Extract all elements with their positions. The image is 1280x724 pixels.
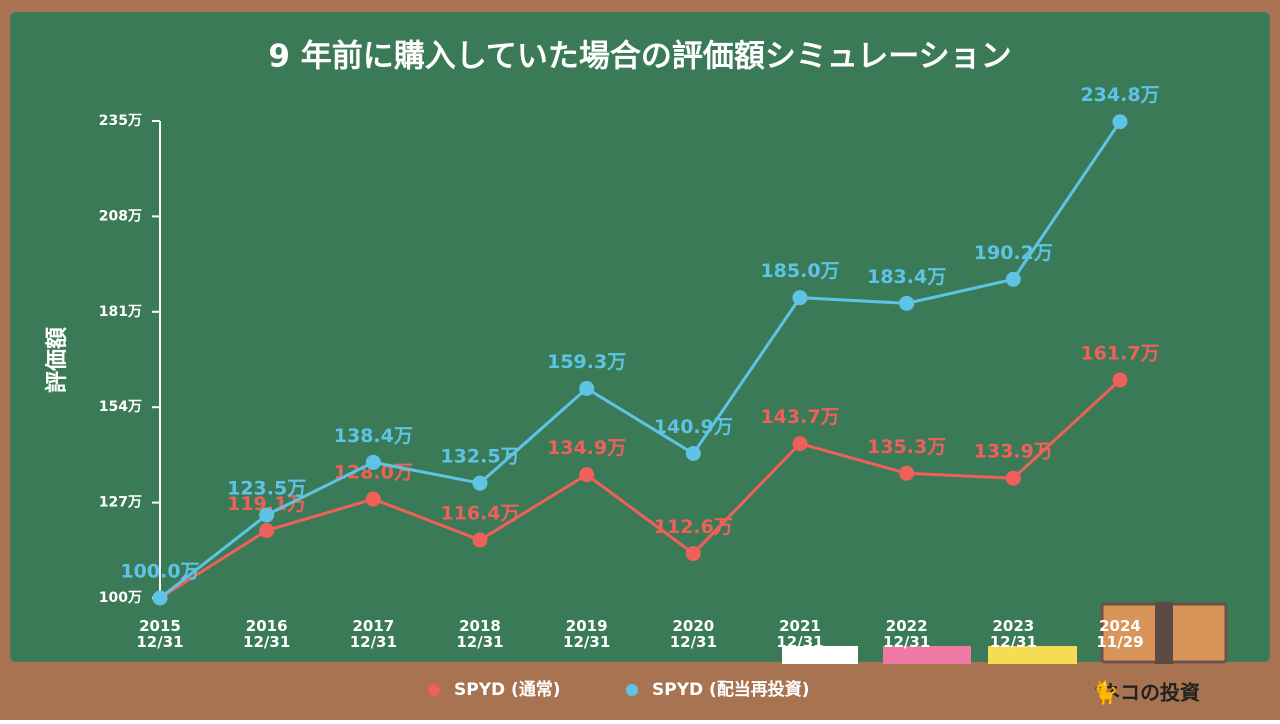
data-point	[152, 590, 168, 606]
data-point	[579, 380, 595, 396]
chart-title: 9 年前に購入していた場合の評価額シミュレーション	[268, 39, 1011, 75]
data-point	[685, 545, 701, 561]
data-point	[259, 507, 275, 523]
series-line	[159, 120, 1122, 600]
y-tick-label: 235万	[99, 113, 142, 129]
series-line	[159, 378, 1122, 600]
y-tick-label: 154万	[99, 399, 142, 415]
data-point	[472, 475, 488, 491]
data-point	[1112, 114, 1128, 130]
y-tick-label: 100万	[99, 590, 142, 606]
data-label: 119.1万	[227, 493, 306, 515]
data-label: 123.5万	[227, 477, 306, 499]
data-label: 143.7万	[760, 406, 839, 428]
x-tick-label: 2017 12/31	[350, 617, 397, 651]
data-point	[1112, 372, 1128, 388]
data-point	[685, 445, 701, 461]
data-point	[899, 295, 915, 311]
data-label: 161.7万	[1080, 342, 1159, 364]
x-tick-label: 2024 11/29	[1096, 617, 1143, 651]
data-point	[259, 523, 275, 539]
data-label: 133.9万	[974, 441, 1053, 463]
legend-marker	[428, 684, 440, 696]
data-label: 134.9万	[547, 437, 626, 459]
x-tick-label: 2016 12/31	[243, 617, 290, 651]
data-label: 112.6万	[654, 516, 733, 538]
y-tick-label: 181万	[99, 304, 142, 320]
data-label: 183.4万	[867, 266, 946, 288]
data-label: 138.4万	[334, 425, 413, 447]
data-point	[365, 491, 381, 507]
eraser-white	[782, 646, 858, 664]
data-label: 132.5万	[440, 446, 519, 468]
x-tick-label: 2015 12/31	[136, 617, 183, 651]
legend-label: SPYD (配当再投資)	[652, 679, 810, 700]
x-tick-label: 2021 12/31	[776, 617, 823, 651]
data-point	[472, 532, 488, 548]
legend-marker	[626, 684, 638, 696]
x-tick-label: 2019 12/31	[563, 617, 610, 651]
data-point	[792, 436, 808, 452]
data-point	[899, 465, 915, 481]
data-point	[579, 467, 595, 483]
data-label: 185.0万	[760, 260, 839, 282]
data-label: 140.9万	[654, 416, 733, 438]
data-label: 190.2万	[974, 242, 1053, 264]
y-axis-label: 評価額	[44, 327, 70, 393]
x-tick-label: 2023 12/31	[990, 617, 1037, 651]
eraser-pink	[883, 646, 971, 664]
data-label: 135.3万	[867, 436, 946, 458]
eraser-yellow	[988, 646, 1077, 664]
data-point	[365, 454, 381, 470]
brand: ネコの投資	[1100, 681, 1200, 705]
x-tick-label: 2020 12/31	[670, 617, 717, 651]
x-tick-label: 2018 12/31	[456, 617, 503, 651]
y-tick-label: 127万	[99, 495, 142, 511]
y-tick-label: 208万	[99, 208, 142, 224]
book	[1100, 602, 1228, 664]
data-label: 116.4万	[440, 503, 519, 525]
data-point	[1005, 271, 1021, 287]
data-point	[1005, 470, 1021, 486]
brand-cat-icon: 🐈	[1091, 680, 1118, 706]
legend-label: SPYD (通常)	[454, 679, 561, 700]
data-label: 234.8万	[1080, 84, 1159, 106]
x-tick-label: 2022 12/31	[883, 617, 930, 651]
data-label: 100.0万	[120, 561, 199, 583]
data-label: 159.3万	[547, 351, 626, 373]
chalkboard	[10, 12, 1270, 662]
data-point	[792, 290, 808, 306]
